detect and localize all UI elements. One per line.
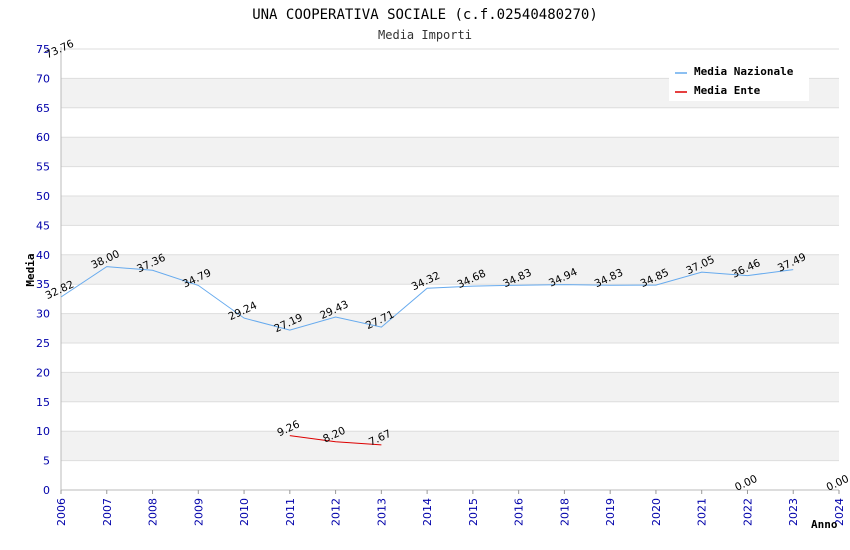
y-tick-label: 50 [36,190,50,203]
grid-band [61,196,839,226]
axes [60,47,839,491]
x-tick-label: 2011 [284,498,297,526]
chart-title: UNA COOPERATIVA SOCIALE (c.f.02540480270… [252,7,598,23]
x-tick-label: 2024 [833,498,846,526]
legend-label-media-nazionale: Media Nazionale [694,65,794,78]
chart-subtitle: Media Importi [378,28,472,42]
series-line-0 [60,266,794,331]
legend: Media Nazionale Media Ente [669,60,809,101]
y-axis-label: Media [24,253,37,286]
grid-band [61,431,839,461]
x-tick-label: 2023 [787,498,800,526]
y-tick-label: 75 [36,43,50,56]
y-tick-label: 25 [36,337,50,350]
x-tick-label: 2010 [238,498,251,526]
x-axis-label: Anno [811,518,838,531]
x-tick-label: 2018 [558,498,571,526]
data-label: 0.00 [825,473,850,494]
grid-band [61,254,839,285]
y-tick-label: 65 [36,102,50,115]
grid-band [61,313,839,343]
data-label: 0.00 [733,473,759,494]
y-tick-label: 20 [36,366,50,379]
x-tick-label: 2007 [101,498,114,526]
y-tick-label: 15 [36,396,50,409]
grid-band [61,137,839,167]
y-tick-label: 35 [36,278,50,291]
x-tick-label: 2009 [192,498,205,526]
x-tick-label: 2008 [147,498,160,526]
y-tick-label: 30 [36,308,50,321]
grid-band [61,372,839,402]
x-tick-label: 2015 [467,498,480,526]
x-tick-label: 2013 [375,498,388,526]
legend-label-media-ente: Media Ente [694,84,761,97]
grid-bands [61,78,839,461]
data-label: 73.76 [44,38,77,62]
x-tick-label: 2020 [650,498,663,526]
y-tick-label: 60 [36,131,50,144]
y-tick-label: 45 [36,219,50,232]
x-tick-label: 2019 [604,498,617,526]
y-tick-label: 5 [43,455,50,468]
x-tick-label: 2014 [421,498,434,526]
y-tick-label: 55 [36,161,50,174]
x-tick-label: 2021 [696,498,709,526]
legend-box [669,60,809,101]
y-tick-labels: 0 5 10 15 20 25 30 35 40 45 50 55 60 65 70 75 [36,43,50,497]
x-tick-label: 2012 [330,498,343,526]
y-tick-label: 0 [43,484,50,497]
x-tick-label: 2022 [741,498,754,526]
y-tick-label: 70 [36,72,50,85]
y-tick-label: 40 [36,249,50,262]
y-tick-label: 10 [36,425,50,438]
grid-lines [61,48,839,491]
x-tick-label: 2006 [55,498,68,526]
x-tick-label: 2016 [513,498,526,526]
series-lines [60,266,794,446]
series-line-1 [289,435,382,446]
x-tick-labels: 2006 2007 2008 2009 2010 2011 2012 2013 2014 2015… [55,490,846,526]
